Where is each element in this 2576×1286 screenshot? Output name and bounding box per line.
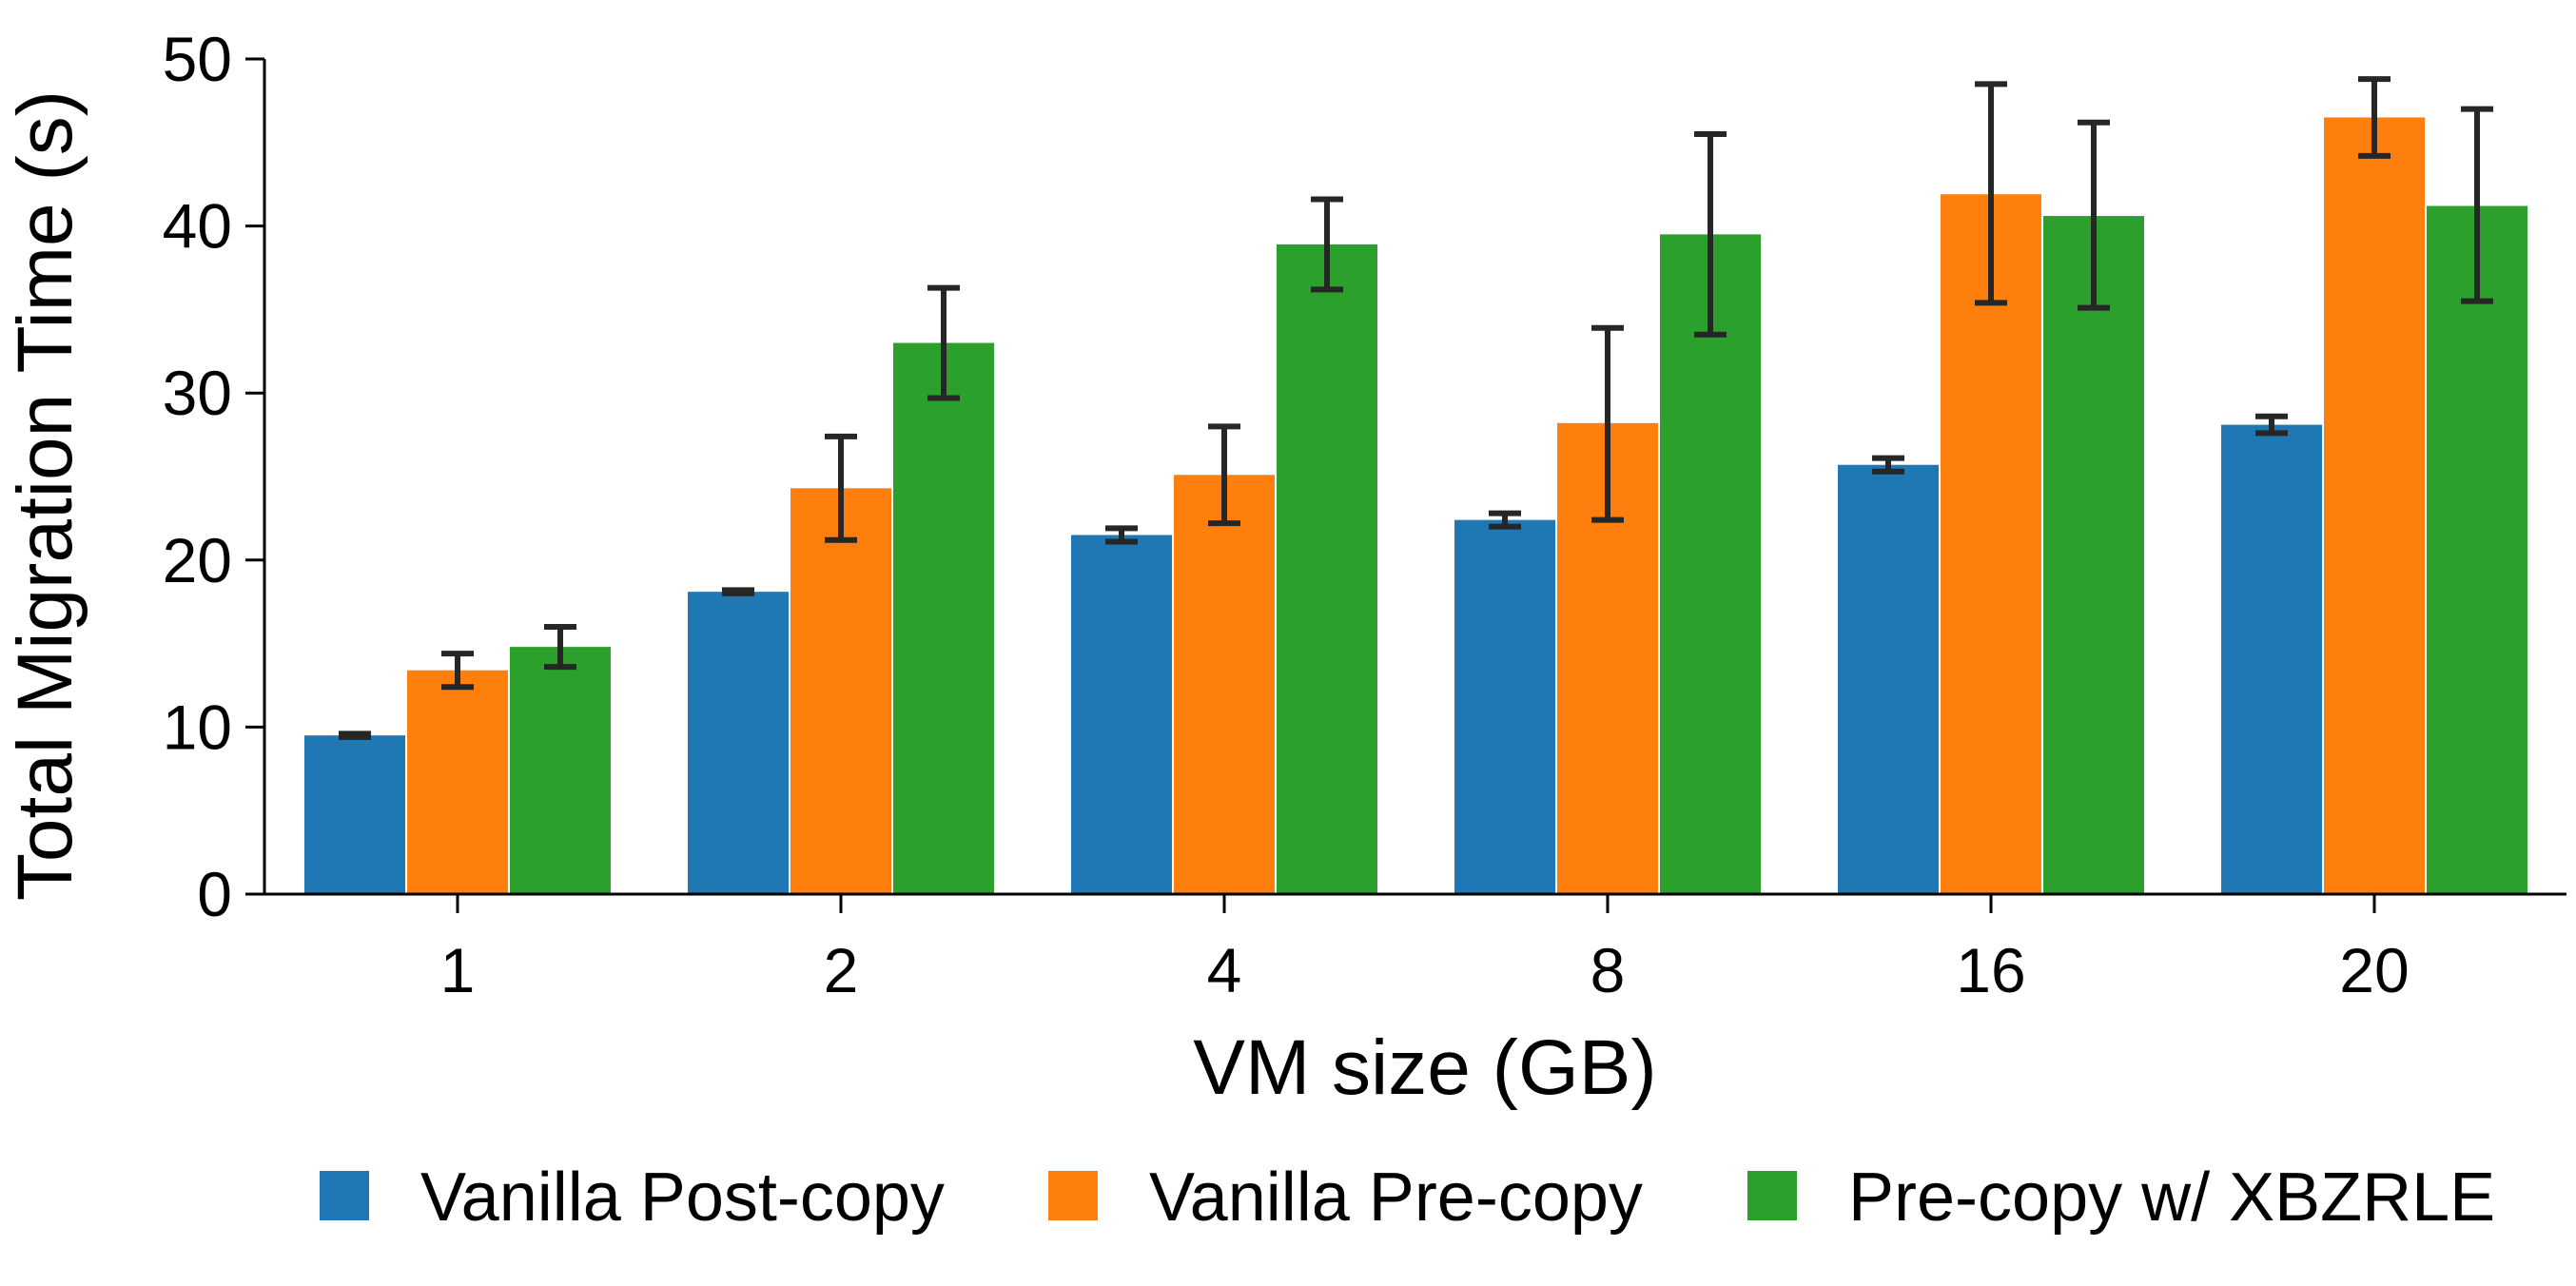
legend-swatch — [1747, 1171, 1797, 1220]
error-bar-vanilla-post-copy-2 — [722, 587, 754, 596]
bar-vanilla-post-copy-20 — [2221, 424, 2322, 894]
bar-vanilla-pre-copy-1 — [407, 670, 508, 894]
bar-vanilla-pre-copy-2 — [790, 488, 891, 894]
y-tick-label-0: 0 — [197, 859, 232, 929]
legend-item-vanilla-pre-copy: Vanilla Pre-copy — [1048, 1159, 1643, 1236]
legend-label: Vanilla Post-copy — [420, 1159, 945, 1236]
bar-pre-copy-w-xbzrle-2 — [893, 342, 994, 894]
bar-vanilla-pre-copy-16 — [1941, 194, 2041, 895]
x-tick-label-2: 2 — [824, 935, 859, 1005]
error-bar-vanilla-post-copy-16 — [1872, 455, 1904, 475]
legend-label: Vanilla Pre-copy — [1149, 1159, 1643, 1236]
x-ticks: 1 2 4 8 16 20 — [440, 894, 2410, 1005]
bar-pre-copy-w-xbzrle-16 — [2043, 216, 2144, 895]
error-bar-vanilla-pre-copy-1 — [441, 651, 474, 691]
error-bar-pre-copy-w-xbzrle-2 — [927, 284, 960, 401]
error-bar-vanilla-post-copy-20 — [2255, 413, 2288, 437]
error-bar-vanilla-pre-copy-20 — [2358, 76, 2391, 159]
y-tick-label-30: 30 — [163, 358, 232, 428]
bar-pre-copy-w-xbzrle-1 — [510, 647, 611, 894]
legend-item-vanilla-post-copy: Vanilla Post-copy — [320, 1159, 945, 1236]
error-bar-vanilla-post-copy-1 — [339, 731, 371, 740]
legend-item-pre-copy-w-xbzrle: Pre-copy w/ XBZRLE — [1747, 1159, 2495, 1236]
y-ticks: 0 10 20 30 40 50 — [163, 24, 264, 929]
bar-pre-copy-w-xbzrle-4 — [1277, 244, 1377, 894]
bar-pre-copy-w-xbzrle-8 — [1660, 234, 1761, 894]
bar-vanilla-post-copy-2 — [688, 592, 789, 894]
bar-vanilla-pre-copy-20 — [2324, 117, 2425, 894]
x-tick-label-16: 16 — [1956, 935, 2025, 1005]
axes-layer — [263, 59, 2566, 896]
bars-layer — [304, 117, 2527, 895]
legend: Vanilla Post-copy Vanilla Pre-copy Pre-cop… — [320, 1159, 2495, 1236]
legend-swatch — [1048, 1171, 1098, 1220]
error-bar-pre-copy-w-xbzrle-4 — [1311, 196, 1343, 293]
bar-vanilla-post-copy-16 — [1838, 464, 1939, 894]
y-tick-label-10: 10 — [163, 692, 232, 762]
error-bar-pre-copy-w-xbzrle-8 — [1694, 131, 1727, 338]
y-axis-label: Total Migration Time (s) — [2, 90, 88, 901]
bar-pre-copy-w-xbzrle-20 — [2427, 205, 2527, 894]
error-bar-pre-copy-w-xbzrle-1 — [544, 624, 576, 671]
bar-vanilla-pre-copy-4 — [1174, 475, 1275, 894]
bar-vanilla-post-copy-1 — [304, 735, 405, 894]
error-bar-pre-copy-w-xbzrle-20 — [2461, 106, 2493, 304]
x-tick-label-4: 4 — [1207, 935, 1242, 1005]
error-bar-vanilla-post-copy-4 — [1105, 525, 1138, 545]
error-bars-layer — [339, 76, 2493, 740]
x-tick-label-20: 20 — [2339, 935, 2409, 1005]
error-bar-vanilla-pre-copy-4 — [1208, 423, 1240, 527]
x-tick-label-8: 8 — [1590, 935, 1626, 1005]
y-tick-label-40: 40 — [163, 191, 232, 262]
error-bar-vanilla-pre-copy-16 — [1975, 81, 2007, 306]
y-tick-label-50: 50 — [163, 24, 232, 94]
legend-swatch — [320, 1171, 369, 1220]
bar-vanilla-post-copy-8 — [1454, 519, 1555, 894]
error-bar-vanilla-post-copy-8 — [1489, 510, 1521, 530]
error-bar-vanilla-pre-copy-8 — [1591, 324, 1624, 523]
y-tick-label-20: 20 — [163, 525, 232, 595]
bar-vanilla-post-copy-4 — [1071, 535, 1172, 894]
x-tick-label-1: 1 — [440, 935, 476, 1005]
legend-label: Pre-copy w/ XBZRLE — [1848, 1159, 2495, 1236]
error-bar-pre-copy-w-xbzrle-16 — [2078, 119, 2110, 311]
error-bar-vanilla-pre-copy-2 — [825, 433, 857, 543]
x-axis-label: VM size (GB) — [1193, 1024, 1656, 1111]
